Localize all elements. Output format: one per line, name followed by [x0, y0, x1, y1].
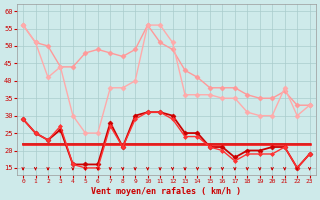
X-axis label: Vent moyen/en rafales ( km/h ): Vent moyen/en rafales ( km/h ): [91, 187, 241, 196]
